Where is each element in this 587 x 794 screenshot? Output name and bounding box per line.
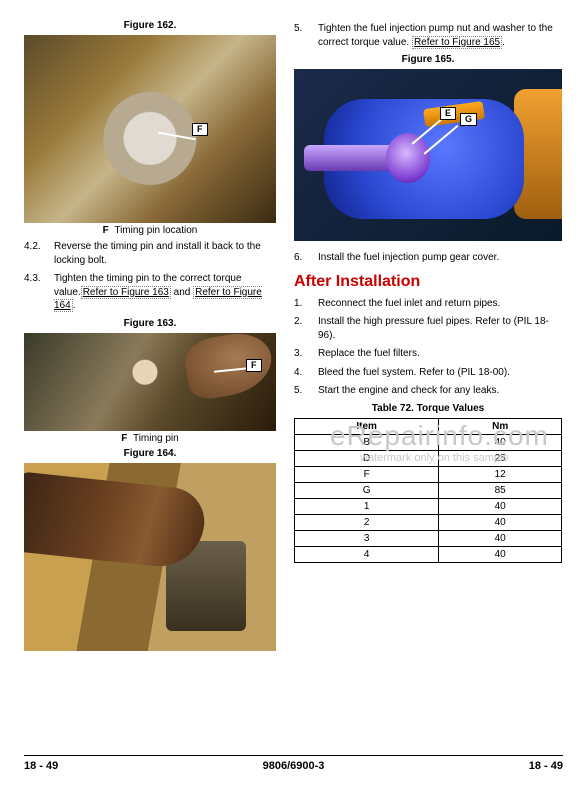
step-number: 5. xyxy=(294,384,312,398)
table-row: 440 xyxy=(295,546,562,562)
step-text: Start the engine and check for any leaks… xyxy=(318,384,499,398)
step-number: 6. xyxy=(294,251,312,265)
two-column-layout: Figure 162. F F Timing pin location 4.2.… xyxy=(24,18,563,653)
after-step-3: 3. Replace the fuel filters. xyxy=(294,347,562,361)
marker-g: G xyxy=(460,113,477,126)
step-text: Tighten the timing pin to the correct to… xyxy=(54,272,276,313)
after-step-5: 5. Start the engine and check for any le… xyxy=(294,384,562,398)
footer-left: 18 - 49 xyxy=(24,760,58,772)
table-row: F12 xyxy=(295,466,562,482)
substep-4-3: 4.3. Tighten the timing pin to the corre… xyxy=(24,272,276,313)
table-row: D25 xyxy=(295,450,562,466)
table-row: 140 xyxy=(295,498,562,514)
figure-163-caption: F Timing pin xyxy=(24,433,276,444)
step-text: Reconnect the fuel inlet and return pipe… xyxy=(318,297,500,311)
figure-163-image: F xyxy=(24,333,276,431)
step-5: 5. Tighten the fuel injection pump nut a… xyxy=(294,22,562,49)
figure-164-image xyxy=(24,463,276,651)
step-text: Bleed the fuel system. Refer to (PIL 18-… xyxy=(318,366,510,380)
figure-165-image: E G xyxy=(294,69,562,241)
step-text: Replace the fuel filters. xyxy=(318,347,420,361)
section-heading-after-installation: After Installation xyxy=(294,273,562,291)
caption-text: Timing pin location xyxy=(114,225,197,236)
right-column: 5. Tighten the fuel injection pump nut a… xyxy=(294,18,562,653)
step-number: 3. xyxy=(294,347,312,361)
torque-values-table: Item Nm B40 D25 F12 G85 140 240 340 440 xyxy=(294,418,562,563)
caption-key: F xyxy=(121,433,127,444)
footer-center: 9806/6900-3 xyxy=(263,760,325,772)
step-number: 2. xyxy=(294,315,312,342)
figure-165-title: Figure 165. xyxy=(294,54,562,65)
step-text: Reverse the timing pin and install it ba… xyxy=(54,240,276,267)
page-footer: 18 - 49 9806/6900-3 18 - 49 xyxy=(24,755,563,772)
col-nm: Nm xyxy=(439,418,562,434)
substep-list: 4.2. Reverse the timing pin and install … xyxy=(24,240,276,313)
substep-4-2: 4.2. Reverse the timing pin and install … xyxy=(24,240,276,267)
step-6: 6. Install the fuel injection pump gear … xyxy=(294,251,562,265)
step-number: 4. xyxy=(294,366,312,380)
marker-f: F xyxy=(246,359,262,372)
link-figure-163[interactable]: Refer to Figure 163 xyxy=(81,286,171,299)
table-row: G85 xyxy=(295,482,562,498)
step-number: 4.2. xyxy=(24,240,48,267)
table-row: B40 xyxy=(295,434,562,450)
step-list-top: 5. Tighten the fuel injection pump nut a… xyxy=(294,22,562,49)
table-72-title: Table 72. Torque Values xyxy=(294,403,562,414)
table-row: 240 xyxy=(295,514,562,530)
figure-162-caption: F Timing pin location xyxy=(24,225,276,236)
table-header-row: Item Nm xyxy=(295,418,562,434)
figure-163-title: Figure 163. xyxy=(24,318,276,329)
step-number: 4.3. xyxy=(24,272,48,313)
left-column: Figure 162. F F Timing pin location 4.2.… xyxy=(24,18,276,653)
caption-key: F xyxy=(103,225,109,236)
step-number: 5. xyxy=(294,22,312,49)
figure-162-image: F xyxy=(24,35,276,223)
link-figure-165[interactable]: Refer to Figure 165 xyxy=(412,36,502,49)
after-step-1: 1. Reconnect the fuel inlet and return p… xyxy=(294,297,562,311)
after-installation-list: 1. Reconnect the fuel inlet and return p… xyxy=(294,297,562,398)
after-step-2: 2. Install the high pressure fuel pipes.… xyxy=(294,315,562,342)
step-text: Tighten the fuel injection pump nut and … xyxy=(318,22,562,49)
step-text: Install the high pressure fuel pipes. Re… xyxy=(318,315,562,342)
caption-text: Timing pin xyxy=(133,433,179,444)
footer-right: 18 - 49 xyxy=(529,760,563,772)
step-number: 1. xyxy=(294,297,312,311)
step-list-6: 6. Install the fuel injection pump gear … xyxy=(294,251,562,265)
table-row: 340 xyxy=(295,530,562,546)
marker-f: F xyxy=(192,123,208,136)
figure-162-title: Figure 162. xyxy=(24,20,276,31)
step-text: Install the fuel injection pump gear cov… xyxy=(318,251,499,265)
marker-e: E xyxy=(440,107,456,120)
after-step-4: 4. Bleed the fuel system. Refer to (PIL … xyxy=(294,366,562,380)
figure-164-title: Figure 164. xyxy=(24,448,276,459)
col-item: Item xyxy=(295,418,439,434)
